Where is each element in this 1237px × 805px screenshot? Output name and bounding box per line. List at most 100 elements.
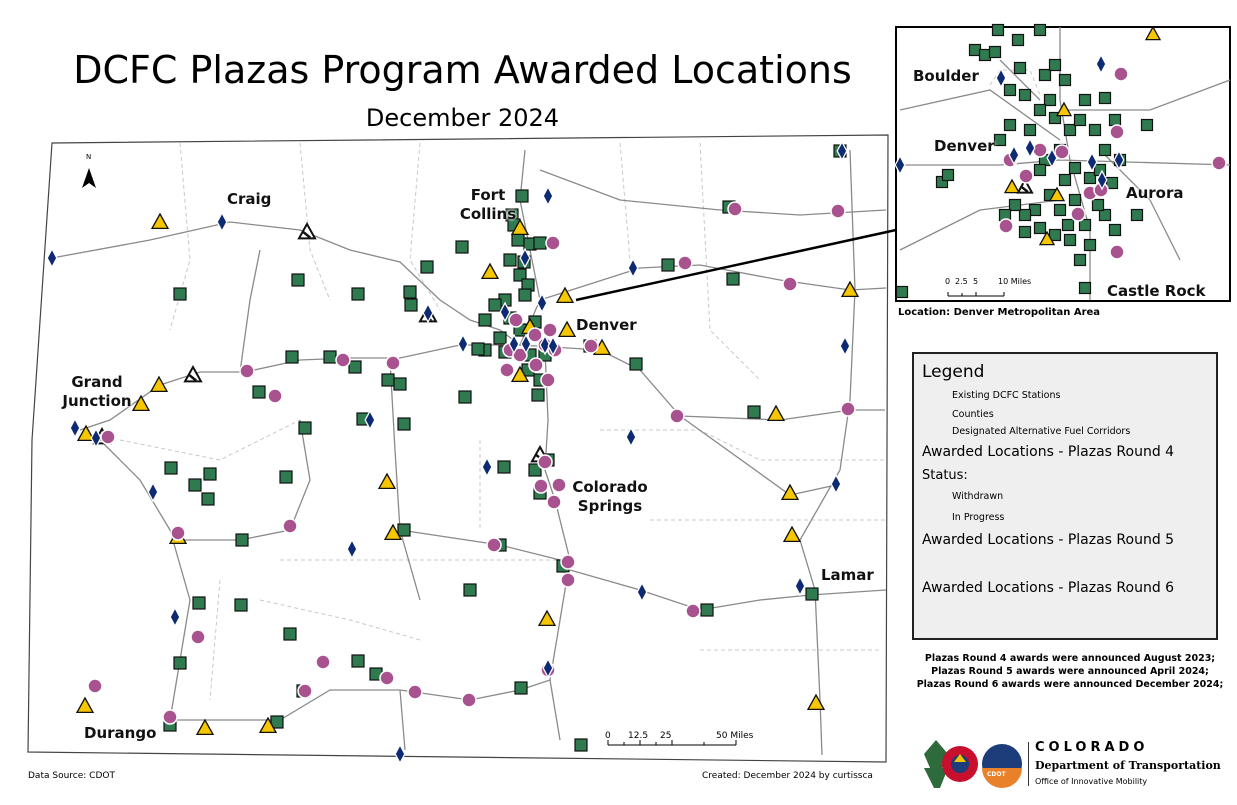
corridor-road [539,264,887,301]
inset-road [899,89,1061,141]
county-line [119,419,301,461]
existing-station-marker [283,627,297,641]
existing-station-marker [235,533,249,547]
existing-station-marker [1105,176,1119,190]
round6-marker [46,247,58,269]
inset-road [1060,79,1231,111]
existing-station-marker [805,587,819,601]
corridor-road [239,249,261,373]
in-progress-marker [377,472,397,490]
existing-station-marker [1063,233,1077,247]
existing-station-marker [1053,203,1067,217]
inset-road [999,59,1041,101]
round6-marker [1095,53,1107,75]
corridor-road [539,169,887,216]
data-source: Data Source: CDOT [28,771,115,781]
existing-station-marker [518,288,532,302]
round5-marker [551,477,567,493]
city-label-denver: Denver [576,316,637,334]
round6-marker [90,427,102,449]
inset-scale-2-5: 2.5 [955,277,968,286]
round6-marker [625,426,637,448]
legend-status: Status: [922,468,968,483]
north-label: N [86,153,92,161]
round5-marker [727,201,743,217]
existing-station-marker [993,133,1007,147]
existing-station-marker [991,23,1005,37]
in-progress-marker [557,320,577,338]
scale-50: 50 Miles [716,731,754,741]
existing-station-marker [1083,171,1097,185]
legend-in-progress: In Progress [952,512,1005,523]
inset-scale-bar [947,292,1005,297]
in-progress-marker [1144,25,1162,41]
existing-station-marker [1061,218,1075,232]
in-progress-marker [1048,186,1066,202]
cdot-badge: CDOT [987,771,1006,778]
corridor-road [569,569,887,611]
existing-station-marker [895,285,909,299]
existing-station-marker [279,470,293,484]
existing-station-marker [978,48,992,62]
round5-marker [782,276,798,292]
existing-station-marker [1023,123,1037,137]
logo-colorado: COLORADO [1035,740,1149,755]
city-label-colorado-springs: Colorado Springs [572,478,648,515]
existing-station-marker [381,373,395,387]
existing-station-marker [747,405,761,419]
round6-marker [147,481,159,503]
round6-marker [830,473,842,495]
existing-station-marker [574,738,588,752]
in-progress-marker [510,218,530,236]
existing-station-marker [1018,88,1032,102]
existing-station-marker [700,603,714,617]
existing-station-marker [173,287,187,301]
inset-scale-0: 0 [945,277,951,286]
round5-marker [335,352,351,368]
legend-title: Legend [922,362,985,382]
inset-label-boulder: Boulder [913,67,979,85]
inset-road [899,199,1061,251]
round5-marker [239,363,255,379]
round5-marker [508,312,524,328]
round6-marker [1113,149,1125,171]
existing-station-marker [397,523,411,537]
existing-station-marker [252,385,266,399]
existing-station-marker [298,421,312,435]
inset-county-line [989,69,1041,96]
existing-station-marker [1078,281,1092,295]
round6-marker [364,409,376,431]
city-label-grand-junction: Grand Junction [62,373,132,410]
existing-station-marker [203,467,217,481]
round6-marker [1024,137,1036,159]
existing-station-marker [1108,113,1122,127]
in-progress-marker [510,365,530,383]
inset-label-castle-rock: Castle Rock [1107,282,1206,300]
inset-label-denver: Denver [934,137,995,155]
round5-marker [315,654,331,670]
existing-station-marker [188,478,202,492]
withdrawn-stripe [301,230,311,239]
round5-marker [162,709,178,725]
inset-roads [896,27,1231,300]
round5-marker [297,683,313,699]
round5-marker [1109,244,1125,260]
round5-marker [87,678,103,694]
round5-marker [1211,155,1227,171]
round6-marker [394,743,406,765]
map-title: DCFC Plazas Program Awarded Locations [73,48,852,92]
colorado-c-logo [924,740,1022,788]
in-progress-marker [840,280,860,298]
corridor-road [79,344,885,431]
round6-marker [839,335,851,357]
round5-marker [267,388,283,404]
logo-office: Office of Innovative Mobility [1035,777,1148,786]
existing-station-marker [478,313,492,327]
round5-marker [560,554,576,570]
existing-station-marker [1033,221,1047,235]
in-progress-marker [150,212,170,230]
legend-withdrawn: Withdrawn [952,491,1004,502]
round5-marker [546,494,562,510]
existing-station-marker [515,189,529,203]
